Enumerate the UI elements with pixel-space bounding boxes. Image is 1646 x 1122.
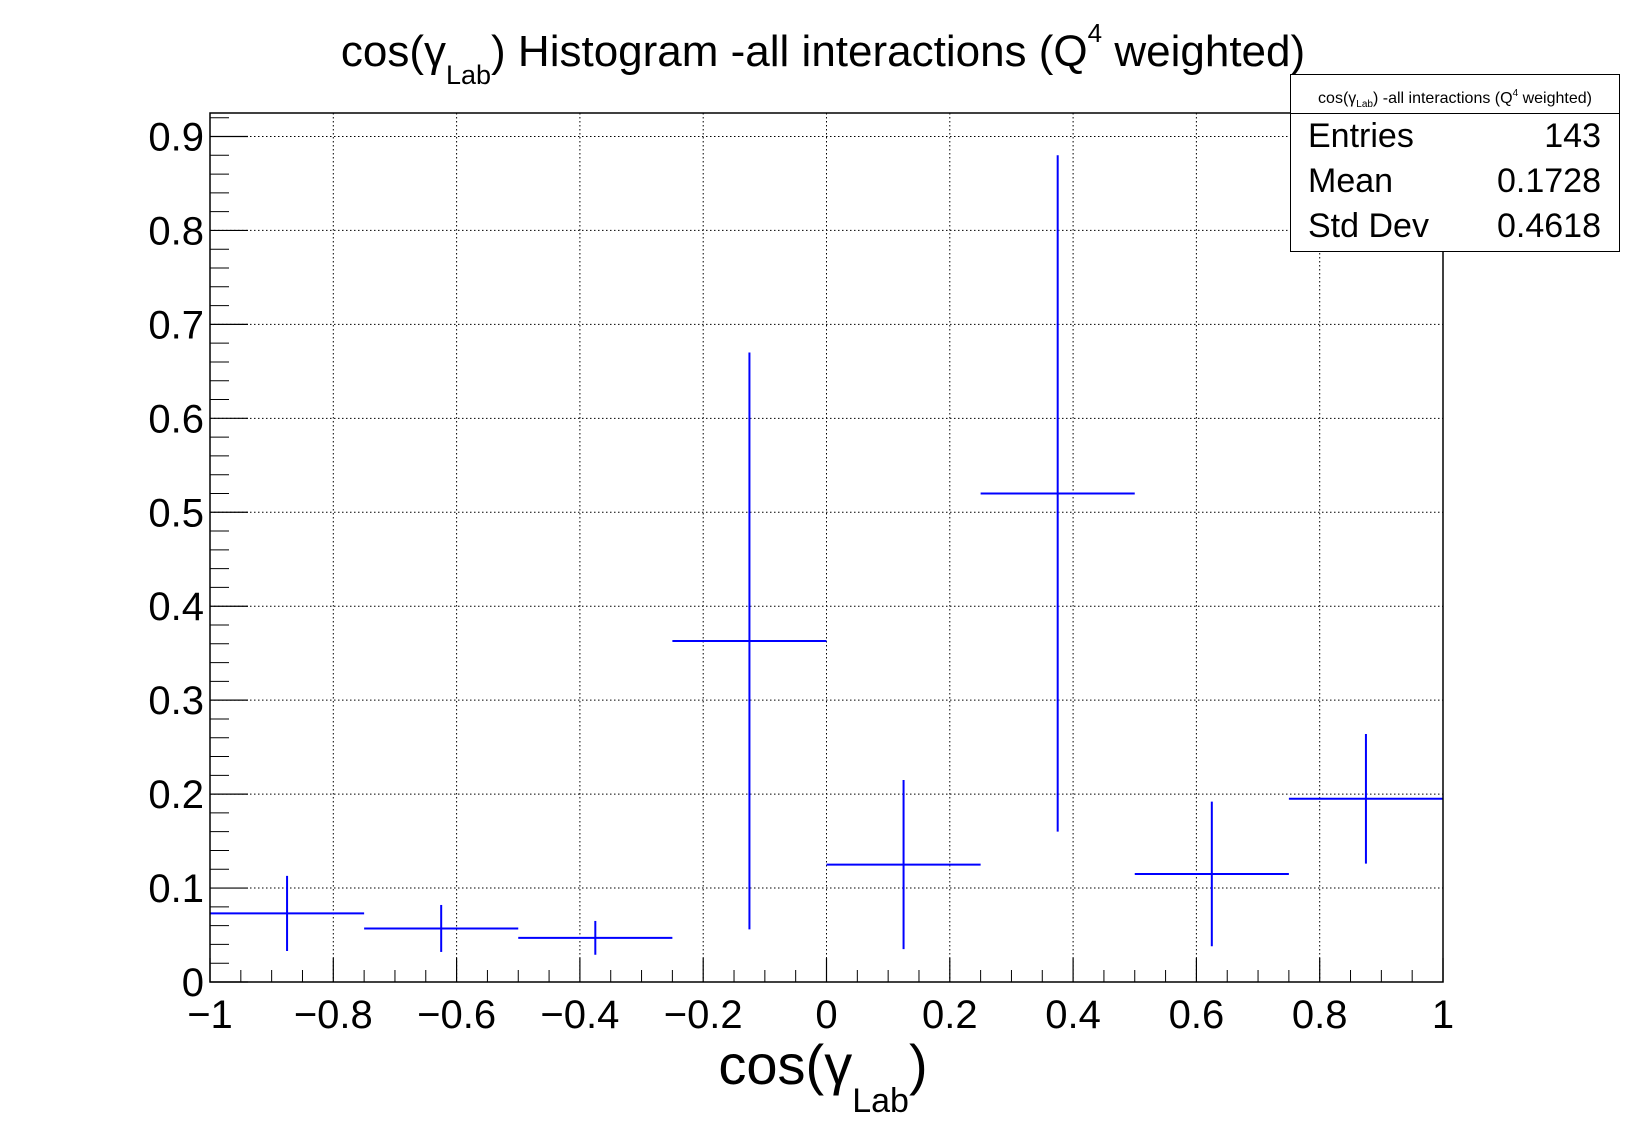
bin-marker: [518, 920, 673, 955]
x-tick-label: 1: [1432, 993, 1454, 1037]
bin-marker: [672, 352, 827, 930]
stats-label: Entries: [1308, 117, 1414, 155]
y-tick-label: 0.8: [148, 209, 204, 253]
chart-title: cos(γLab) Histogram -all interactions (Q…: [340, 18, 1306, 90]
x-tick-label: 0.4: [1045, 993, 1101, 1037]
x-tick-label: −1: [187, 993, 233, 1037]
bin-marker: [210, 875, 365, 951]
stats-label: Std Dev: [1308, 207, 1429, 245]
x-tick-label: −0.6: [417, 993, 496, 1037]
x-tick-label: −0.8: [294, 993, 373, 1037]
y-tick-label: 0.1: [148, 867, 204, 911]
bin-marker: [980, 155, 1135, 832]
x-tick-label: 0: [815, 993, 837, 1037]
bin-marker: [1288, 733, 1443, 864]
stats-label: Mean: [1308, 162, 1394, 200]
axis-ticks: [209, 117, 1444, 983]
stats-row-mean: Mean 0.1728: [1291, 159, 1619, 204]
y-tick-label: 0.7: [148, 303, 204, 347]
y-tick-label: 0.2: [148, 773, 204, 817]
stats-value: 143: [1544, 117, 1601, 155]
x-tick-label: 0.2: [922, 993, 978, 1037]
stats-row-std-dev: Std Dev 0.4618: [1291, 204, 1619, 249]
y-tick-label: 0.4: [148, 585, 204, 629]
stats-box: cos(γLab) -all interactions (Q4 weighted…: [1290, 74, 1620, 252]
stats-box-title: cos(γLab) -all interactions (Q4 weighted…: [1291, 75, 1619, 114]
stats-value: 0.1728: [1497, 162, 1601, 200]
y-tick-label: 0.3: [148, 679, 204, 723]
y-tick-label: 0.9: [148, 115, 204, 159]
x-tick-label: −0.2: [664, 993, 743, 1037]
bin-marker: [826, 780, 981, 950]
x-tick-label: −0.4: [540, 993, 619, 1037]
x-tick-label: 0.8: [1292, 993, 1348, 1037]
bin-marker: [364, 904, 519, 952]
data-marks: [210, 155, 1443, 955]
x-tick-label: 0.6: [1169, 993, 1225, 1037]
y-tick-label: 0.6: [148, 397, 204, 441]
bin-marker: [1134, 801, 1289, 947]
tick-labels: −1 −0.8 −0.6 −0.4 −0.2 0 0.2 0.4 0.6 0.8 1 0 0.1 0.2 0…: [148, 115, 1454, 1037]
stats-row-entries: Entries 143: [1291, 114, 1619, 159]
plot-frame: [209, 112, 1444, 983]
grid-lines: [210, 113, 1443, 982]
x-axis-title: cos(γLab): [718, 1033, 928, 1120]
stats-value: 0.4618: [1497, 207, 1601, 245]
y-tick-label: 0: [182, 961, 204, 1005]
y-tick-label: 0.5: [148, 491, 204, 535]
